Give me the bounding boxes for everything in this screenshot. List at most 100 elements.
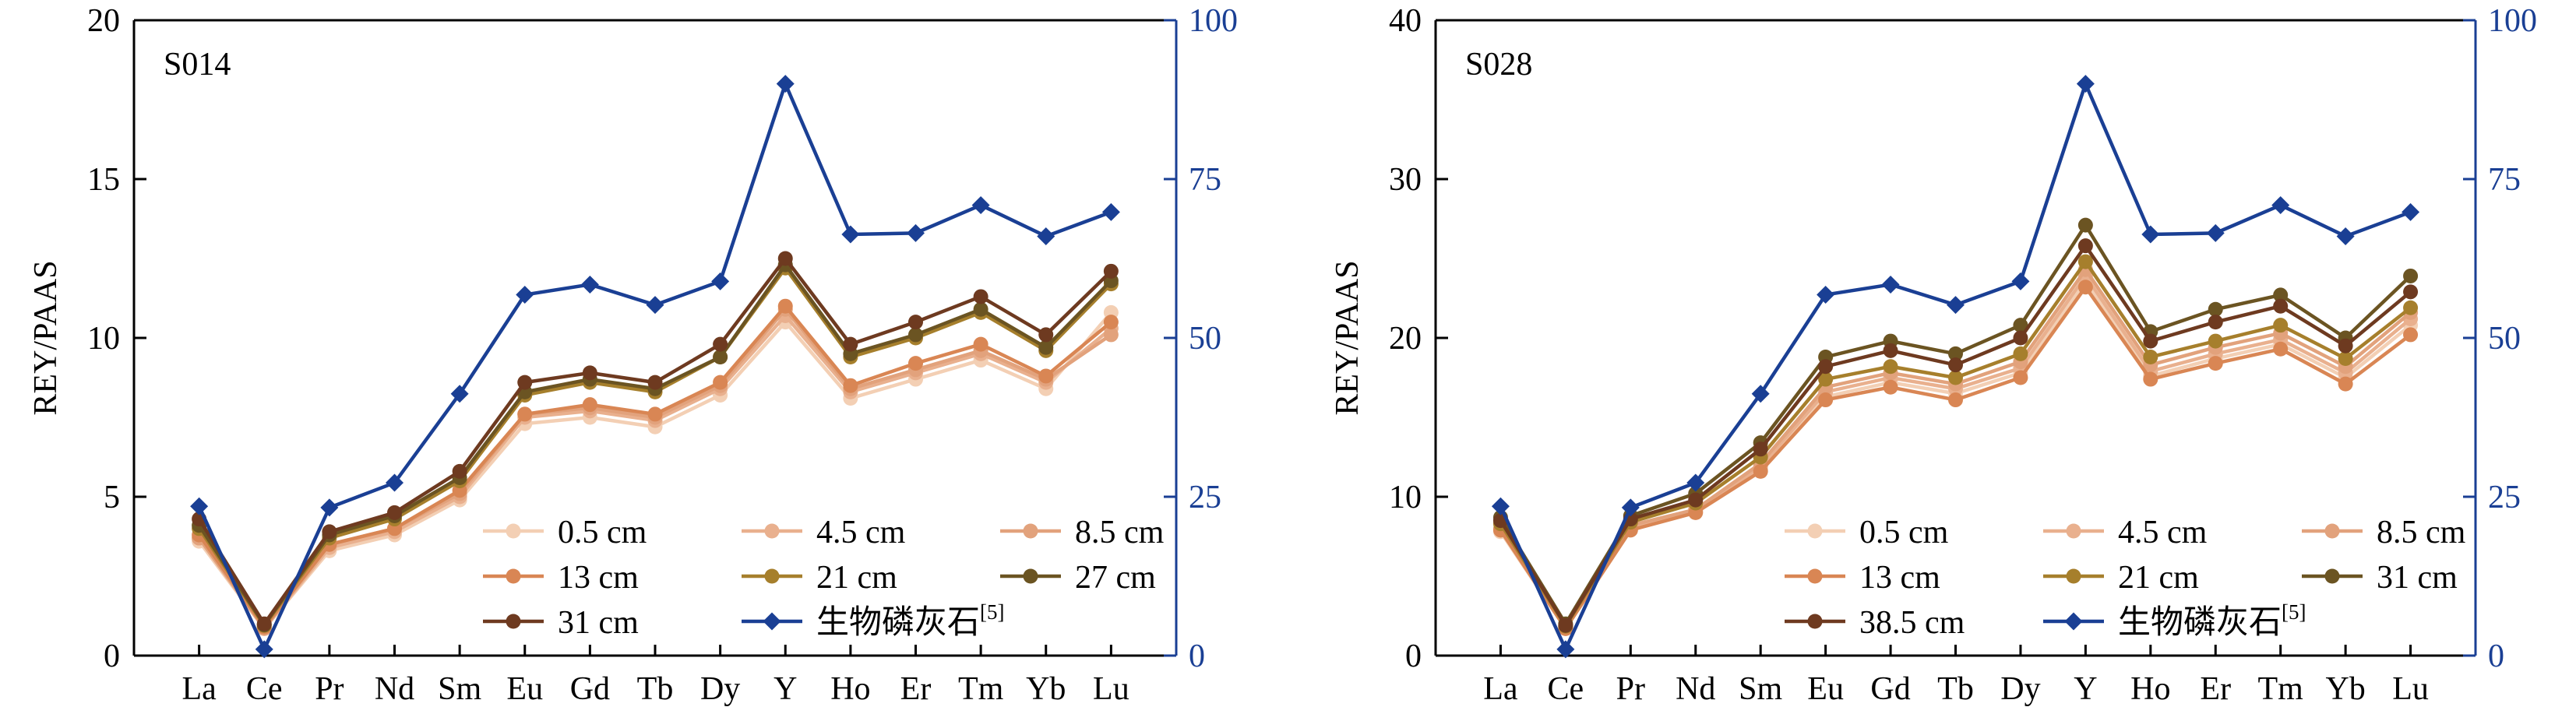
data-point — [2208, 315, 2223, 330]
legend-swatch-marker — [763, 612, 781, 631]
series-line — [1499, 259, 2412, 630]
panel-label: S014 — [164, 47, 231, 83]
legend: 0.5 cm 4.5 cm 8.5 cm 13 cm 21 cm 27 cm 31 cm 生物… — [483, 515, 1165, 641]
data-point — [2141, 225, 2160, 244]
y-tick-label-right: 0 — [2488, 638, 2504, 674]
data-point — [450, 385, 469, 403]
data-point — [517, 406, 533, 422]
data-point — [843, 336, 858, 352]
x-tick-label: La — [181, 671, 217, 707]
data-point — [1948, 346, 1963, 361]
series-生物磷灰石 — [190, 75, 1120, 659]
data-point — [2076, 75, 2095, 93]
data-point — [1038, 368, 1054, 384]
data-point — [1817, 286, 1835, 304]
data-point — [2208, 333, 2223, 349]
y-tick-label-left: 20 — [1389, 321, 1422, 357]
data-point — [1948, 370, 1963, 385]
y-tick-label-left: 40 — [1389, 3, 1422, 39]
y-tick-label-left: 10 — [1389, 480, 1422, 515]
data-point — [1556, 640, 1575, 659]
x-tick-label: Dy — [2000, 671, 2040, 707]
legend-swatch-marker — [2324, 568, 2340, 584]
legend-item: 8.5 cm — [2302, 515, 2466, 550]
legend-label: 8.5 cm — [1075, 515, 1165, 550]
data-point — [1883, 379, 1898, 395]
x-tick-label: Y — [774, 671, 797, 707]
data-point — [2273, 341, 2289, 357]
legend-label: 4.5 cm — [2118, 515, 2208, 550]
data-point — [2013, 370, 2028, 385]
data-point — [1038, 339, 1054, 355]
data-point — [776, 75, 795, 93]
series-38.5-cm — [1492, 238, 2419, 633]
data-point — [2403, 284, 2419, 300]
x-tick-label: Nd — [375, 671, 414, 707]
data-point — [2338, 376, 2353, 392]
legend-swatch-marker — [1807, 614, 1823, 629]
legend-swatch-marker — [1807, 568, 1823, 584]
x-tick-label: Y — [2074, 671, 2097, 707]
data-point — [646, 296, 664, 315]
data-point — [713, 336, 728, 352]
legend-item: 0.5 cm — [1785, 515, 1949, 550]
legend-label: 21 cm — [2118, 560, 2199, 596]
data-point — [1948, 357, 1963, 373]
y-tick-label-left: 20 — [87, 3, 120, 39]
data-point — [2208, 356, 2223, 371]
x-tick-label: Pr — [315, 671, 344, 707]
legend-label: 13 cm — [1859, 560, 1940, 596]
x-tick-label: Dy — [700, 671, 740, 707]
y-tick-label-right: 50 — [2488, 321, 2521, 357]
series-line — [197, 265, 1112, 629]
legend-label: 4.5 cm — [816, 515, 906, 550]
legend-label: 0.5 cm — [558, 515, 647, 550]
x-tick-label: Lu — [1093, 671, 1129, 707]
data-point — [711, 272, 730, 290]
data-point — [517, 375, 533, 390]
series-line — [197, 262, 1112, 628]
series-line — [1499, 221, 2412, 628]
data-point — [2077, 254, 2093, 269]
y-axis-label: REY/PAAS — [28, 260, 64, 415]
y-tick-label-right: 0 — [1189, 638, 1205, 674]
data-point — [2338, 338, 2353, 353]
data-point — [320, 498, 339, 517]
x-tick-label: Lu — [2392, 671, 2429, 707]
legend-label: 38.5 cm — [1859, 605, 1965, 641]
chart-panel-2: 0 10 20 30 40 0 25 50 75 100 La Ce Pr Nd Sm Eu Gd Tb Dy Y Ho… — [1330, 3, 2537, 707]
data-point — [908, 327, 923, 343]
x-tick-label: Sm — [1739, 671, 1782, 707]
data-point — [1688, 492, 1704, 508]
series-31-cm — [192, 251, 1119, 631]
legend-item: 4.5 cm — [2043, 515, 2208, 550]
x-tick-label: Eu — [506, 671, 543, 707]
data-point — [907, 223, 925, 242]
data-point — [908, 356, 923, 371]
data-point — [973, 289, 988, 304]
data-point — [2403, 327, 2419, 343]
legend-swatch-marker — [2066, 568, 2081, 584]
data-point — [647, 406, 663, 422]
data-point — [516, 286, 534, 304]
data-point — [387, 505, 402, 520]
data-point — [582, 365, 597, 381]
legend-swatch-marker — [1807, 523, 1823, 539]
data-point — [2208, 301, 2223, 317]
data-point — [452, 463, 467, 479]
data-point — [1038, 327, 1054, 343]
data-point — [2273, 287, 2289, 303]
data-point — [1103, 263, 1119, 279]
series-line — [197, 79, 1112, 654]
legend-swatch-marker — [2064, 612, 2083, 631]
legend-item: 21 cm — [2043, 560, 2199, 596]
data-point — [582, 397, 597, 413]
legend-label: 31 cm — [558, 605, 639, 641]
legend-swatch-marker — [764, 568, 780, 584]
legend-item: 13 cm — [483, 560, 639, 596]
data-point — [2402, 202, 2420, 221]
data-point — [1103, 327, 1119, 343]
x-tick-label: Gd — [1870, 671, 1910, 707]
series-13-cm — [192, 298, 1119, 635]
data-point — [2143, 349, 2158, 364]
